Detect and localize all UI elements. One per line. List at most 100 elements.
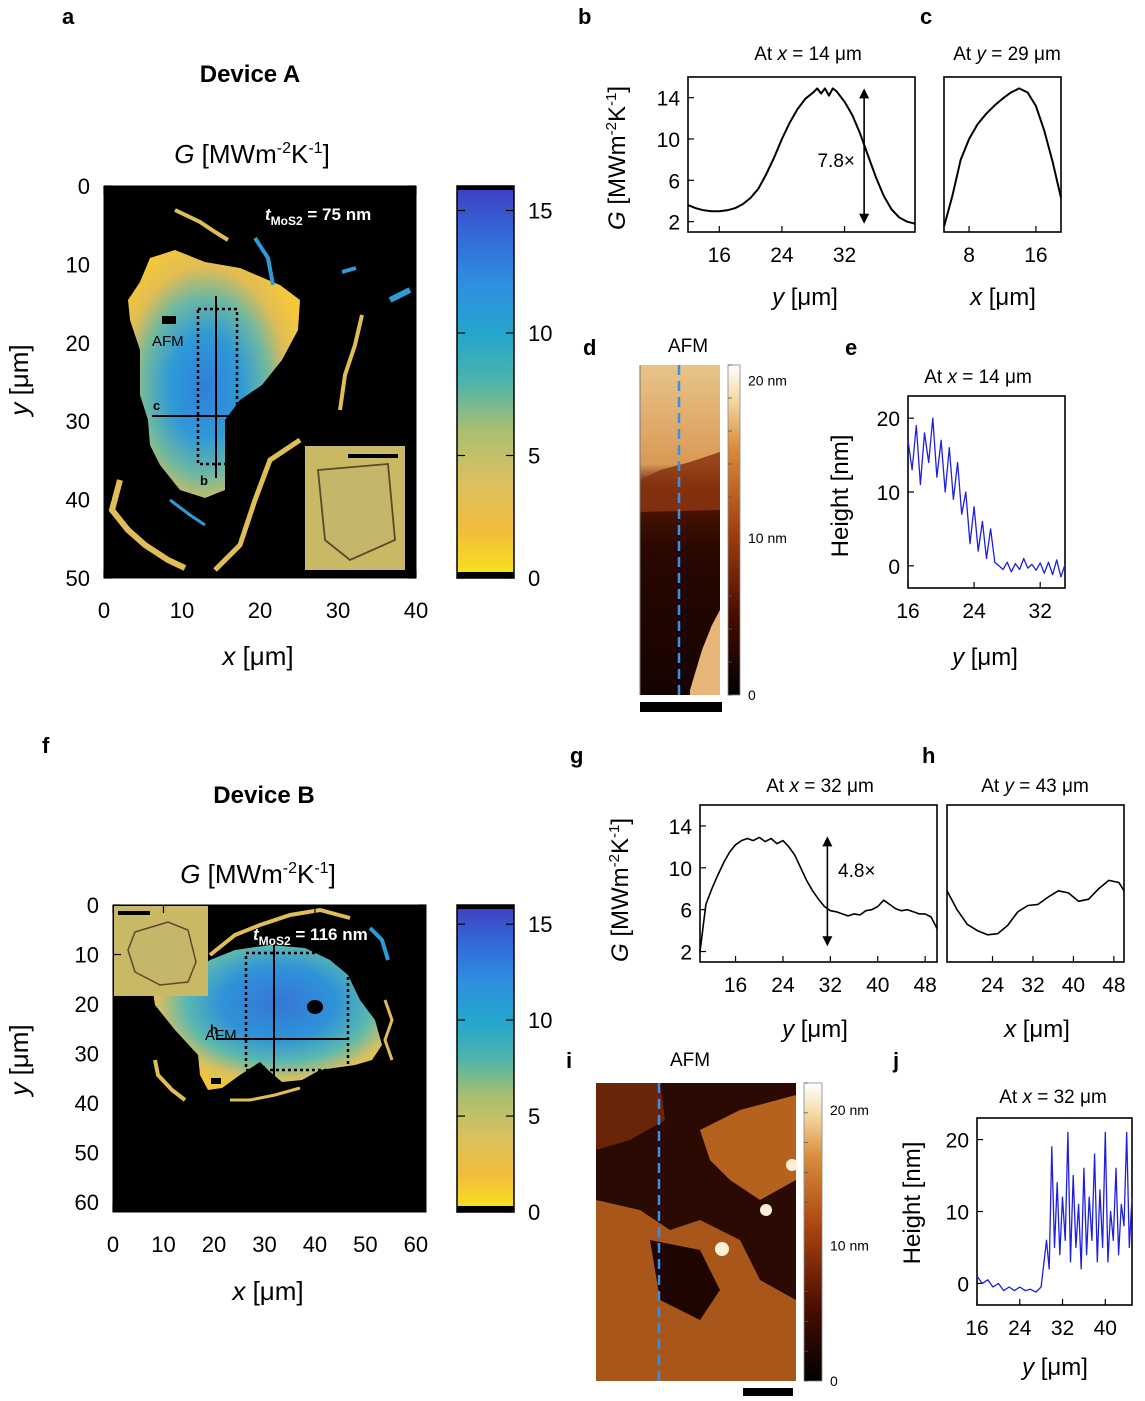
panel-letter-i: i [566,1048,572,1073]
xtick-label: 32 [833,244,856,267]
colorbar-f-gradient [457,905,514,1212]
xtick-label: 16 [724,974,747,997]
crack-a-4 [338,314,364,411]
ratio-b-label: 7.8× [817,151,855,172]
crack-a-8 [169,498,206,527]
plot-j-ylabel: Height [nm] [899,1142,926,1265]
colorbar-a-bottom-cap [457,572,514,578]
plot-h: 24 32 40 48 [946,804,1126,997]
afm-d-colorbar-ticks: 20 nm 10 nm 0 [728,364,787,703]
afm-a-marker [162,316,176,324]
edge-f-4 [153,1059,187,1102]
afm-i-scalebar [743,1388,793,1396]
colorbar-a-frame [456,185,515,579]
afm-a-scan-box [196,307,239,466]
crack-a-1 [174,208,230,242]
colorbar-f-top-cap [457,905,514,909]
optical-inset-f [114,906,208,996]
xtick-label: 16 [1024,244,1047,267]
xtick-label: 30 [252,1232,276,1257]
plot-j: 16 24 32 40 0 10 20 [946,1117,1133,1340]
afm-i-colorbar-gradient [804,1083,822,1381]
plot-h-xlabel: x [μm] [1003,1016,1070,1043]
plot-b: 16 24 32 2 6 10 14 [657,76,916,267]
xtick-label: 50 [353,1232,377,1257]
ytick-label: 10 [946,1202,969,1225]
xtick-label: 60 [404,1232,428,1257]
ytick-label: 10 [877,482,900,505]
xtick-label: 30 [326,598,350,623]
device-b-label: Device B [213,782,314,809]
ytick-label: 0 [888,556,900,579]
colorbar-f-ticks: 15 10 5 0 [457,912,552,1225]
series-line [943,87,1062,228]
afm-i-patch-1 [596,1083,665,1150]
heatmap-f-frame [112,904,427,1213]
edge-f-1 [208,907,351,957]
plot-frame [943,76,1062,233]
flake-a [128,250,300,498]
ytick-label: 2 [680,942,692,965]
xtick-label: 10 [151,1232,175,1257]
series-line [699,836,938,952]
ratio-arrow-head-bottom [822,936,833,947]
xtick-label: 8 [963,244,975,267]
plot-c: 8 16 [943,76,1062,267]
panel-letter-a: a [62,4,75,29]
cbar-tick-label: 15 [528,912,552,937]
series-line [687,87,916,225]
edge-f-2 [368,926,390,961]
xtick-label: 16 [708,244,731,267]
ratio-arrow-head-bottom [859,213,870,224]
afm-i-title: AFM [670,1050,710,1071]
heatmap-f-xlabel: x [μm] [230,1276,303,1306]
panel-gh-ylabel: G [MWm-2K-1] [606,818,634,962]
cbar-tick-label: 10 [528,321,552,346]
heatmap-a: AFM b c tMoS2 = 75 nm [103,185,417,579]
cbar-tick-label: 5 [528,444,540,469]
ytick-label: 14 [657,88,681,111]
ytick-label: 20 [877,408,900,431]
xtick-label: 16 [965,1317,988,1340]
cbar-tick-label: 0 [528,1200,540,1225]
afm-d-bright-region [690,610,720,695]
xtick-label: 24 [962,600,986,623]
device-a-label: Device A [200,61,301,88]
ytick-label: 30 [66,409,90,434]
linecut-h-label: h [210,1022,218,1037]
flake-b-hole [307,1000,323,1014]
afm-cbar-tick-label: 0 [748,687,756,703]
xtick-label: 24 [981,974,1005,997]
afm-i-dendrite-1 [700,1095,796,1200]
crack-a-3 [341,266,357,274]
ytick-label: 30 [75,1042,99,1067]
ytick-label: 50 [75,1141,99,1166]
ytick-label: 50 [66,566,90,591]
plot-e-ylabel: Height [nm] [827,435,854,558]
xtick-label: 32 [1029,600,1052,623]
colorbar-a-top-cap [457,186,514,190]
plot-g-xlabel: y [μm] [780,1016,848,1043]
afm-d-image [639,365,720,695]
afm-i-image [596,1083,798,1381]
panel-j-title: At x = 32 μm [999,1087,1107,1108]
heatmap-a-xlabel: x [μm] [220,641,293,671]
xtick-label: 0 [98,598,110,623]
colorbar-a-ticks: 15 10 5 0 [457,199,552,591]
panel-e-title: At x = 14 μm [924,367,1032,388]
colorbar-a [456,185,515,579]
ytick-label: 20 [946,1130,969,1153]
afm-a-label: AFM [152,333,184,350]
afm-d-colorbar-gradient [728,365,740,695]
edge-f-5 [230,1086,301,1102]
xtick-label: 32 [819,974,842,997]
ytick-label: 6 [680,900,692,923]
crack-a-7 [213,437,302,572]
plot-g: 16 24 32 40 48 2 6 10 14 [669,804,938,997]
linecut-c-label: c [153,398,160,413]
ytick-label: 20 [75,992,99,1017]
optical-inset-a [305,446,405,570]
panel-letter-b: b [578,4,591,29]
thickness-f: tMoS2 = 116 nm [253,925,368,948]
